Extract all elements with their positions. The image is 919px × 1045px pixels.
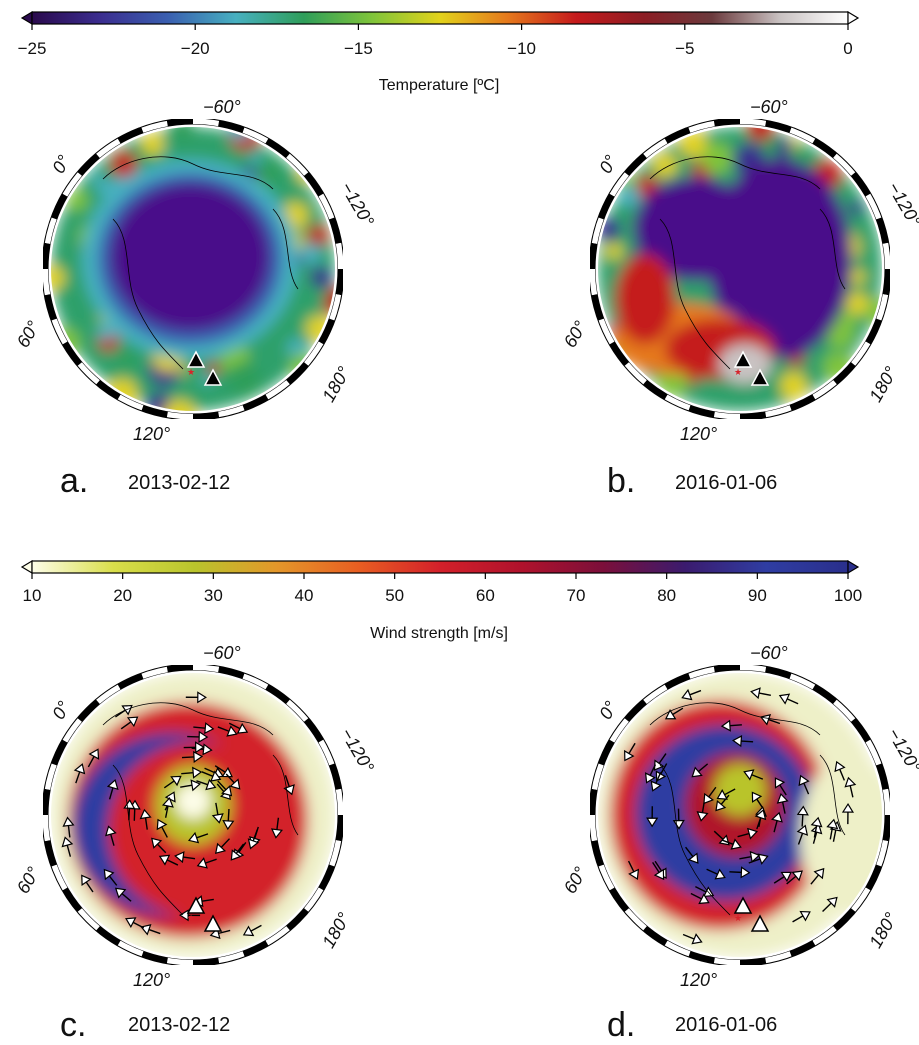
longitude-label: −60°	[750, 97, 788, 118]
cb-wind-tick-label: 60	[455, 586, 515, 606]
cb-wind-tick-label: 50	[365, 586, 425, 606]
epicenter-star-icon: ★	[734, 914, 742, 924]
panel-d-date: 2016-01-06	[675, 1014, 777, 1037]
cb-wind-tick-label: 70	[546, 586, 606, 606]
longitude-label: 120°	[680, 424, 717, 445]
panel-a-date: 2013-02-12	[128, 472, 230, 495]
cb-wind-tick-label: 20	[93, 586, 153, 606]
panel-c-date: 2013-02-12	[128, 1014, 230, 1037]
longitude-label: 120°	[680, 970, 717, 991]
panel-b-date: 2016-01-06	[675, 472, 777, 495]
panel-c-letter: c.	[60, 1006, 86, 1045]
cb-wind-tick-label: 10	[2, 586, 62, 606]
wind-colorbar-title: Wind strength [m/s]	[289, 625, 589, 643]
longitude-label: 60°	[13, 863, 45, 897]
longitude-label: −60°	[750, 643, 788, 664]
epicenter-star-icon: ★	[187, 914, 195, 924]
panel-d-letter: d.	[607, 1006, 635, 1045]
epicenter-star-icon: ★	[187, 368, 195, 378]
longitude-label: 120°	[133, 424, 170, 445]
cb-wind-tick-label: 40	[274, 586, 334, 606]
map-panel-a: ★	[43, 119, 343, 419]
map-panel-d: ★	[590, 665, 890, 965]
longitude-label: 120°	[133, 970, 170, 991]
epicenter-star-icon: ★	[734, 368, 742, 378]
cb-wind-left-arrow	[22, 561, 32, 573]
longitude-label: −60°	[203, 97, 241, 118]
map-panel-c: ★	[43, 665, 343, 965]
panel-a-letter: a.	[60, 462, 88, 501]
cb-wind-ticks	[32, 573, 848, 579]
longitude-label: −60°	[203, 643, 241, 664]
cb-wind-tick-label: 30	[183, 586, 243, 606]
map-panel-b: ★	[590, 119, 890, 419]
longitude-label: 60°	[560, 863, 592, 897]
cb-wind-right-arrow	[848, 561, 858, 573]
panel-b-letter: b.	[607, 462, 635, 501]
cb-wind-tick-label: 80	[637, 586, 697, 606]
cb-wind-tick-label: 90	[727, 586, 787, 606]
cb-wind-bar	[32, 561, 848, 573]
cb-wind-tick-label: 100	[818, 586, 878, 606]
